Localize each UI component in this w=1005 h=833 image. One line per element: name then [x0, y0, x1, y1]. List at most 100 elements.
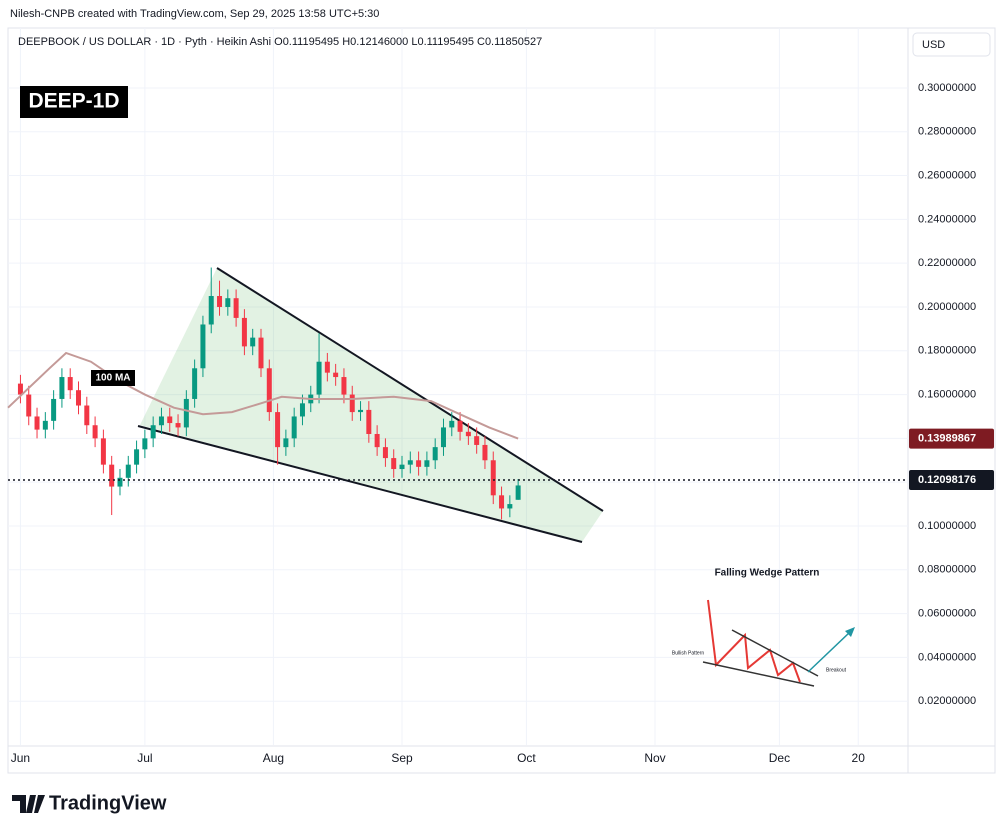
symbol-header: DEEPBOOK / US DOLLAR · 1D · Pyth · Heiki…	[18, 36, 542, 48]
candle-body	[515, 485, 521, 500]
candle-body	[225, 298, 231, 307]
candle-body	[100, 438, 106, 465]
candle-body	[208, 296, 214, 325]
y-tick-label: 0.24000000	[918, 213, 976, 225]
y-tick-label: 0.28000000	[918, 126, 976, 138]
candle-body	[258, 337, 264, 369]
candle-body	[175, 423, 181, 428]
series	[7, 267, 521, 520]
candle-body	[167, 416, 173, 424]
inset-title: Falling Wedge Pattern	[715, 568, 820, 579]
candle-body	[192, 368, 198, 399]
candle-body	[299, 403, 305, 417]
x-tick-label: Oct	[517, 751, 536, 765]
candle-body	[34, 416, 40, 430]
candle-body	[117, 477, 123, 487]
ma-label-box	[91, 370, 135, 386]
badge-box	[20, 86, 128, 118]
candle-body	[474, 436, 480, 445]
candle-body	[358, 409, 364, 413]
candle-body	[366, 409, 372, 434]
frame	[7, 27, 996, 774]
y-tick-label: 0.18000000	[918, 345, 976, 357]
candle-body	[382, 447, 388, 459]
x-tick-label: Dec	[769, 751, 790, 765]
candle-body	[51, 398, 57, 421]
candle-body	[183, 398, 189, 428]
candle-body	[499, 495, 505, 509]
y-tick-label: 0.30000000	[918, 82, 976, 94]
y-tick-label: 0.20000000	[918, 301, 976, 313]
candle-body	[241, 317, 247, 347]
x-tick-label: 20	[852, 751, 866, 765]
candle-body	[92, 425, 98, 439]
candle-body	[349, 394, 355, 413]
candle-body	[407, 460, 413, 465]
y-tick-label: 0.22000000	[918, 257, 976, 269]
inset-left-label: Bullish Pattern	[672, 650, 704, 656]
inset-upper	[731, 629, 819, 677]
candle-body	[465, 431, 471, 437]
candle-body	[42, 420, 48, 430]
inset-lower	[702, 661, 815, 687]
y-tick-label: 0.02000000	[918, 695, 976, 707]
candle-body	[200, 324, 206, 369]
candle-body	[84, 405, 90, 426]
x-tick-label: Jul	[137, 751, 152, 765]
candle-body	[490, 460, 496, 496]
last-price-label: 0.12098176	[918, 474, 976, 486]
x-tick-label: Nov	[644, 751, 665, 765]
candle-body	[59, 377, 65, 399]
currency[interactable]: USD	[922, 39, 945, 51]
currency-button[interactable]	[912, 32, 991, 57]
x-tick-label: Sep	[391, 751, 413, 765]
candle-body	[391, 458, 397, 470]
inset-arrowhead	[845, 627, 855, 637]
candle-body	[374, 433, 380, 448]
candle-body	[17, 383, 23, 395]
ma-price-label: 0.13989867	[918, 433, 976, 445]
inset-arrow	[807, 631, 851, 673]
candle-body	[233, 298, 239, 318]
brand: TradingView	[49, 792, 167, 814]
candle-body	[158, 416, 164, 426]
wedge-fill	[140, 268, 603, 542]
ma-price-box	[909, 428, 994, 449]
y-tick-label: 0.10000000	[918, 520, 976, 532]
candle-body	[333, 372, 339, 378]
moving-average	[7, 351, 519, 440]
candle-body	[482, 444, 488, 461]
candle-body	[440, 427, 446, 448]
candle-body	[424, 460, 430, 467]
candle-body	[26, 394, 32, 417]
candle-body	[266, 368, 272, 413]
candle-body	[316, 361, 322, 395]
candle-body	[416, 460, 422, 467]
y-tick-label: 0.26000000	[918, 169, 976, 181]
candle-body	[125, 464, 131, 478]
candle-body	[283, 438, 289, 448]
wedge-lower-line	[137, 425, 583, 543]
x-tick-label: Aug	[263, 751, 284, 765]
candle-body	[76, 390, 82, 406]
credit: Nilesh-CNPB created with TradingView.com…	[10, 8, 379, 20]
y-tick-label: 0.06000000	[918, 607, 976, 619]
candle-body	[324, 361, 330, 373]
y-tick-label: 0.16000000	[918, 388, 976, 400]
candle-body	[217, 296, 223, 307]
badge: DEEP-1D	[28, 90, 119, 113]
candle-body	[134, 449, 140, 465]
candle-body	[250, 337, 256, 347]
grid	[8, 28, 908, 745]
candle-body	[449, 420, 455, 428]
y-tick-label: 0.08000000	[918, 564, 976, 576]
y-tick-label: 0.04000000	[918, 651, 976, 663]
candle-body	[341, 377, 347, 395]
candle-body	[142, 438, 148, 450]
wedge-upper-line	[216, 267, 604, 512]
candle-body	[150, 425, 156, 439]
candle-body	[399, 464, 405, 470]
ma-label: 100 MA	[95, 373, 130, 384]
candle-body	[291, 416, 297, 439]
